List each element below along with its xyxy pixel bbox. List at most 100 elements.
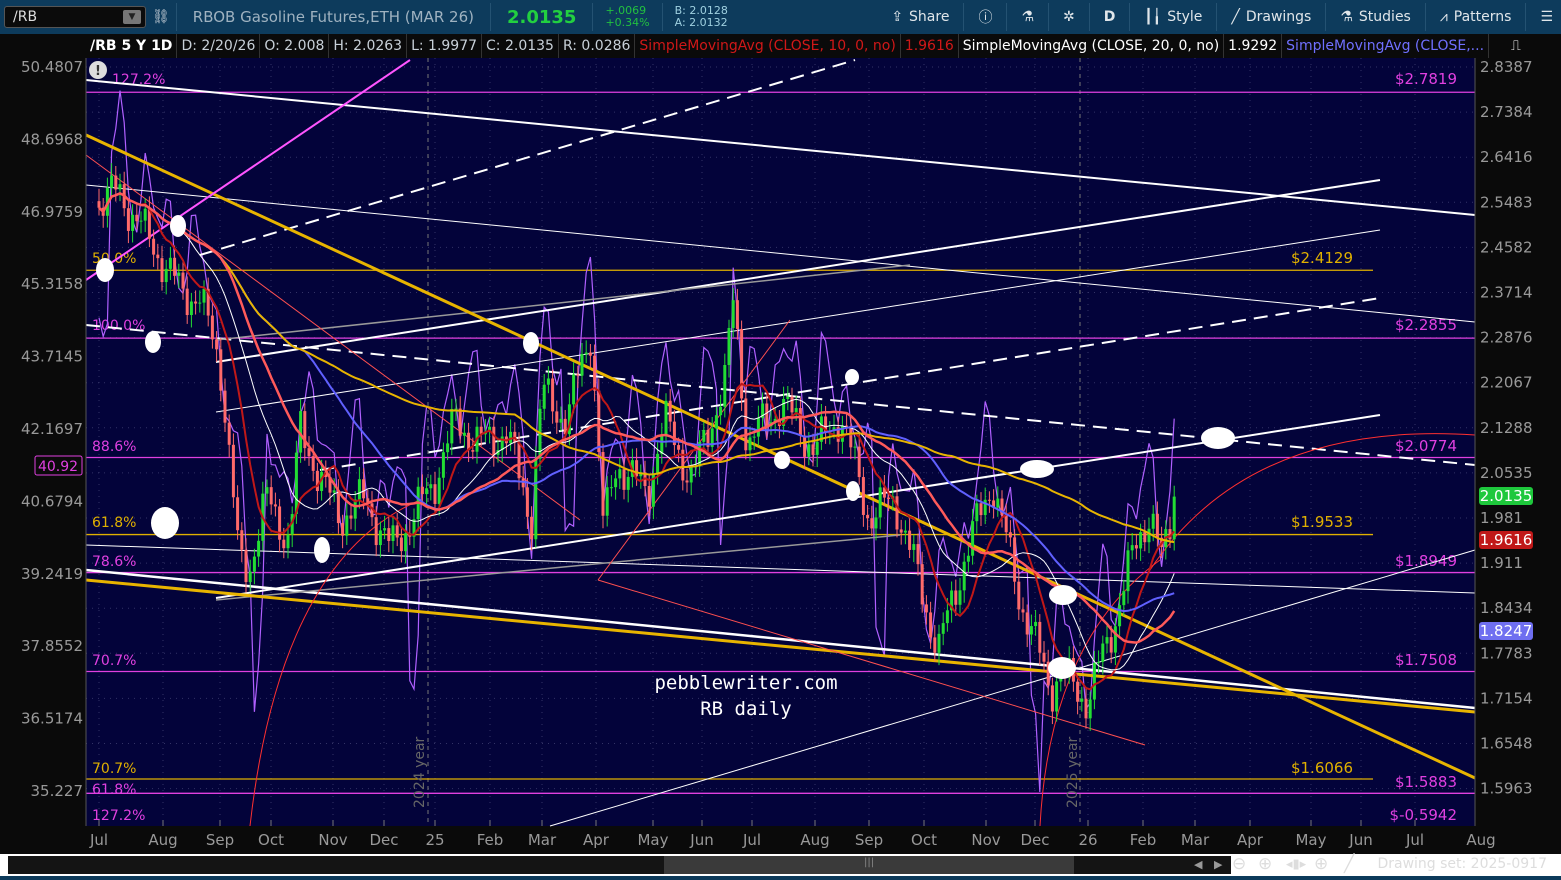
candle-body	[118, 184, 122, 190]
zoom-in-icon[interactable]: ⊕	[1258, 854, 1273, 874]
candle-body	[845, 425, 849, 427]
trendline[interactable]	[85, 184, 1476, 323]
x-axis-tick: Oct	[258, 831, 284, 849]
trendlines	[85, 59, 1476, 827]
scroll-left-icon[interactable]: ◀	[1194, 858, 1203, 871]
share-button[interactable]: ⇪ Share	[883, 9, 957, 25]
trendline[interactable]	[85, 79, 1476, 216]
gear-icon-button[interactable]: ✲	[1055, 9, 1083, 25]
candle-body	[853, 446, 857, 448]
candle-body	[324, 471, 328, 478]
x-axis-tick: Dec	[1020, 831, 1049, 849]
zoom-out-icon[interactable]: ⊖	[1232, 854, 1247, 874]
bar-high: H: 2.0263	[329, 34, 408, 58]
candle-body	[941, 623, 945, 634]
drawing-set-label[interactable]: Drawing set: 2025-0917	[1377, 856, 1547, 872]
trendline[interactable]	[199, 59, 856, 256]
candle-body	[437, 477, 441, 504]
candle-body	[1130, 545, 1134, 551]
trendline[interactable]	[215, 229, 1381, 413]
chevron-down-icon[interactable]: ▼	[123, 10, 141, 24]
candle-body	[706, 429, 710, 447]
button-label: Studies	[1358, 9, 1411, 25]
trendline[interactable]	[215, 264, 911, 341]
last-price: 2.0135	[506, 6, 577, 28]
candle-body	[1000, 498, 1004, 516]
button-label: D	[1103, 9, 1116, 25]
drawing-line-icon[interactable]: ╱	[1344, 854, 1355, 874]
symbol-selector[interactable]: /RB ▼	[4, 6, 146, 28]
price-tag-value: 1.9616	[1480, 531, 1533, 549]
style-button[interactable]: ┃╽ Style	[1136, 9, 1210, 25]
studies-button[interactable]: ⚗ Studies	[1332, 9, 1419, 25]
fib-level-price: $1.5883	[1395, 773, 1457, 791]
trendline[interactable]	[215, 534, 901, 601]
candle-body	[110, 175, 114, 188]
candle-body	[954, 590, 958, 605]
candle-body	[584, 352, 588, 355]
arc-curve[interactable]	[1149, 433, 1476, 571]
candle-body	[387, 528, 391, 541]
drawings-button[interactable]: ╱ Drawings	[1223, 9, 1319, 25]
top-toolbar: /RB ▼ ⛓ RBOB Gasoline Futures,ETH (MAR 26…	[0, 0, 1561, 34]
link-icon[interactable]: ⛓	[152, 9, 170, 25]
left-axis-tick: 46.9759	[21, 203, 83, 221]
x-axis-tick: Apr	[1237, 831, 1264, 849]
trendline[interactable]	[597, 579, 1146, 746]
study-sma20[interactable]: SimpleMovingAvg (CLOSE, 20, 0, no)	[959, 34, 1225, 58]
candle-body	[1034, 621, 1038, 627]
candle-body	[996, 498, 1000, 508]
trendline[interactable]	[549, 549, 1476, 827]
x-axis-tick: Mar	[1181, 831, 1210, 849]
candle-body	[1013, 537, 1017, 582]
fit-icon[interactable]: ◂▮▸	[1286, 857, 1307, 872]
candle-body	[752, 436, 756, 438]
trendline[interactable]	[85, 324, 1476, 466]
candle-body	[189, 301, 193, 316]
candle-body	[832, 427, 836, 431]
candle-body	[160, 258, 164, 283]
candle-body	[194, 301, 198, 304]
change-value: +.0069	[605, 4, 647, 17]
candle-body	[252, 556, 256, 572]
plot-area	[86, 58, 1475, 826]
candle-body	[467, 432, 471, 451]
candle-body	[114, 175, 118, 190]
info-icon-button[interactable]: ⓘ	[970, 7, 1000, 27]
trendline[interactable]	[215, 414, 1381, 599]
candle-body	[1025, 612, 1029, 635]
right-axis-tick: 2.2876	[1480, 329, 1533, 347]
price-chart[interactable]: 127.2% $2.7819 50.0% $2.4129 100.0% $2.2855 88…	[0, 58, 1561, 854]
study-sma10[interactable]: SimpleMovingAvg (CLOSE, 10, 0, no)	[635, 34, 901, 58]
pen-line-icon: ╱	[1231, 9, 1240, 25]
scroll-thumb[interactable]: |||	[664, 856, 1074, 874]
patterns-button[interactable]: ⩘ Patterns	[1432, 9, 1520, 25]
candle-body	[156, 254, 160, 259]
trendline[interactable]	[85, 578, 1476, 714]
candle-body	[492, 426, 496, 455]
x-axis-tick: Jun	[1348, 831, 1372, 849]
menu-icon-button[interactable]: ☰	[1532, 9, 1561, 25]
candle-body	[433, 484, 437, 504]
candle-body	[916, 544, 920, 565]
candle-body	[672, 421, 676, 446]
crosshair-icon[interactable]: ⊕	[1314, 854, 1329, 874]
trendline[interactable]	[85, 59, 411, 281]
right-axis[interactable]	[1475, 58, 1561, 854]
right-axis-tick: 2.8387	[1480, 58, 1533, 76]
trendline[interactable]	[215, 179, 1381, 363]
scroll-right-icon[interactable]: ▶	[1214, 858, 1223, 871]
flask-icon-button[interactable]: ⚗	[1013, 9, 1042, 25]
candle-body	[1151, 513, 1155, 529]
candle-body	[572, 374, 576, 405]
candle-body	[328, 477, 332, 493]
candle-body	[803, 435, 807, 457]
study-settings-icon[interactable]: ⎍	[1511, 38, 1521, 54]
candle-body	[609, 487, 613, 489]
candle-body	[450, 408, 454, 444]
d-button[interactable]: D	[1096, 9, 1124, 25]
study-sma3[interactable]: SimpleMovingAvg (CLOSE,...	[1282, 34, 1490, 58]
candle-body	[773, 418, 777, 423]
alert-icon[interactable]	[89, 61, 107, 79]
